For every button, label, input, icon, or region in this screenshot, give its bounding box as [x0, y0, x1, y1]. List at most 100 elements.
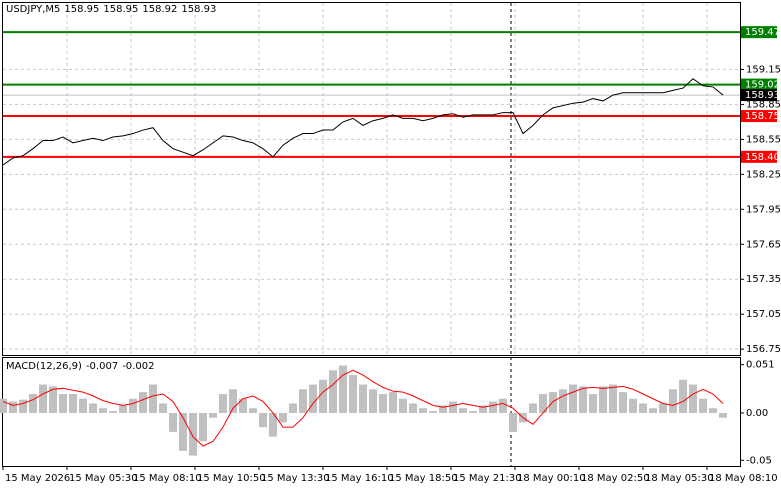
histogram-bar — [59, 394, 67, 413]
histogram-bar — [119, 405, 127, 413]
histogram-bar — [189, 412, 197, 456]
histogram-bar — [409, 403, 417, 413]
ohlc-value: 158.93 — [181, 4, 217, 15]
histogram-bar — [49, 386, 57, 413]
x-tick-label: 15 May 13:30 — [261, 473, 330, 484]
indicator-reading: -0.002 — [122, 361, 155, 372]
x-tick-label: 15 May 05:30 — [69, 473, 138, 484]
histogram-bar — [419, 408, 427, 413]
histogram-bar — [79, 398, 87, 413]
histogram-bar — [719, 412, 727, 418]
histogram-bar — [9, 401, 17, 413]
histogram-bar — [279, 412, 287, 423]
x-tick-label: 18 May 02:50 — [581, 473, 650, 484]
histogram-bar — [39, 384, 47, 413]
histogram-bar — [439, 405, 447, 413]
histogram-bar — [639, 403, 647, 413]
level-tag — [741, 78, 777, 91]
y-tick-label: 157.95 — [746, 204, 781, 215]
last-price-label: 158.93 — [745, 90, 780, 101]
histogram-bar — [179, 412, 187, 451]
histogram-bar — [629, 398, 637, 413]
histogram-bar — [669, 389, 677, 413]
ohlc-value: 158.92 — [142, 4, 178, 15]
level-tag — [741, 26, 777, 39]
histogram-bar — [219, 394, 227, 413]
histogram-bar — [359, 384, 367, 413]
histogram-bar — [539, 394, 547, 413]
histogram-bar — [459, 408, 467, 413]
x-tick-label: 18 May 08:10 — [709, 473, 778, 484]
histogram-bar — [0, 398, 7, 413]
indicator-name: MACD(12,26,9) — [6, 361, 82, 372]
histogram-bar — [209, 412, 217, 418]
ohlc-value: 158.95 — [103, 4, 139, 15]
last-price-tag — [741, 89, 777, 102]
histogram-bar — [699, 398, 707, 413]
ohlc-value: 158.95 — [64, 4, 100, 15]
histogram-bar — [249, 408, 257, 413]
level-tag — [741, 150, 777, 163]
histogram-bar — [259, 412, 267, 428]
histogram-bar — [109, 411, 117, 413]
histogram-bar — [579, 386, 587, 413]
y-tick-label: -0.05 — [746, 455, 772, 466]
indicator-reading: -0.007 — [85, 361, 119, 372]
y-tick-label: 159.15 — [746, 64, 781, 75]
y-tick-label: 157.35 — [746, 274, 781, 285]
histogram-bar — [549, 392, 557, 413]
level-label: 158.75 — [745, 111, 780, 122]
x-tick-label: 15 May 2026 — [5, 473, 70, 484]
signal-line — [2, 369, 724, 447]
x-tick-label: 15 May 18:50 — [389, 473, 458, 484]
histogram-bar — [99, 408, 107, 413]
histogram-bar — [449, 401, 457, 413]
x-tick-label: 18 May 00:10 — [517, 473, 586, 484]
price-line — [2, 78, 724, 166]
histogram-bar — [489, 401, 497, 413]
y-tick-label: 158.55 — [746, 134, 781, 145]
histogram-bar — [399, 398, 407, 413]
y-tick-label: 156.75 — [746, 344, 781, 355]
histogram-bar — [569, 384, 577, 413]
histogram-bar — [269, 412, 277, 437]
histogram-bar — [349, 375, 357, 413]
x-tick-label: 15 May 10:50 — [197, 473, 266, 484]
x-tick-label: 15 May 21:30 — [453, 473, 522, 484]
macd-header: MACD(12,26,9) -0.007 -0.002 — [6, 361, 158, 372]
histogram-bar — [229, 389, 237, 413]
histogram-bar — [609, 384, 617, 413]
x-tick-label: 15 May 16:10 — [325, 473, 394, 484]
histogram-bar — [149, 384, 157, 413]
histogram-bar — [619, 392, 627, 413]
x-tick-label: 15 May 08:10 — [133, 473, 202, 484]
histogram-bar — [309, 384, 317, 413]
histogram-bar — [239, 398, 247, 413]
y-tick-label: 0.00 — [746, 408, 768, 419]
histogram-bar — [329, 370, 337, 413]
histogram-bar — [429, 411, 437, 413]
histogram-bar — [69, 394, 77, 413]
histogram-bar — [509, 412, 517, 432]
histogram-bar — [299, 389, 307, 413]
histogram-bar — [89, 403, 97, 413]
histogram-bar — [389, 392, 397, 413]
y-tick-label: 158.25 — [746, 169, 781, 180]
level-label: 158.40 — [745, 152, 780, 163]
histogram-bar — [679, 379, 687, 413]
level-label: 159.02 — [745, 80, 780, 91]
histogram-bar — [289, 403, 297, 413]
price-frame — [2, 2, 741, 356]
histogram-bar — [129, 398, 137, 413]
y-tick-label: 0.051 — [746, 360, 775, 371]
histogram-bar — [469, 411, 477, 413]
histogram-bar — [479, 405, 487, 413]
histogram-bar — [159, 403, 167, 413]
level-tag — [741, 110, 777, 123]
histogram-bar — [379, 394, 387, 413]
histogram-bar — [589, 394, 597, 413]
histogram-bar — [599, 386, 607, 413]
histogram-bar — [659, 403, 667, 413]
histogram-bar — [339, 365, 347, 413]
